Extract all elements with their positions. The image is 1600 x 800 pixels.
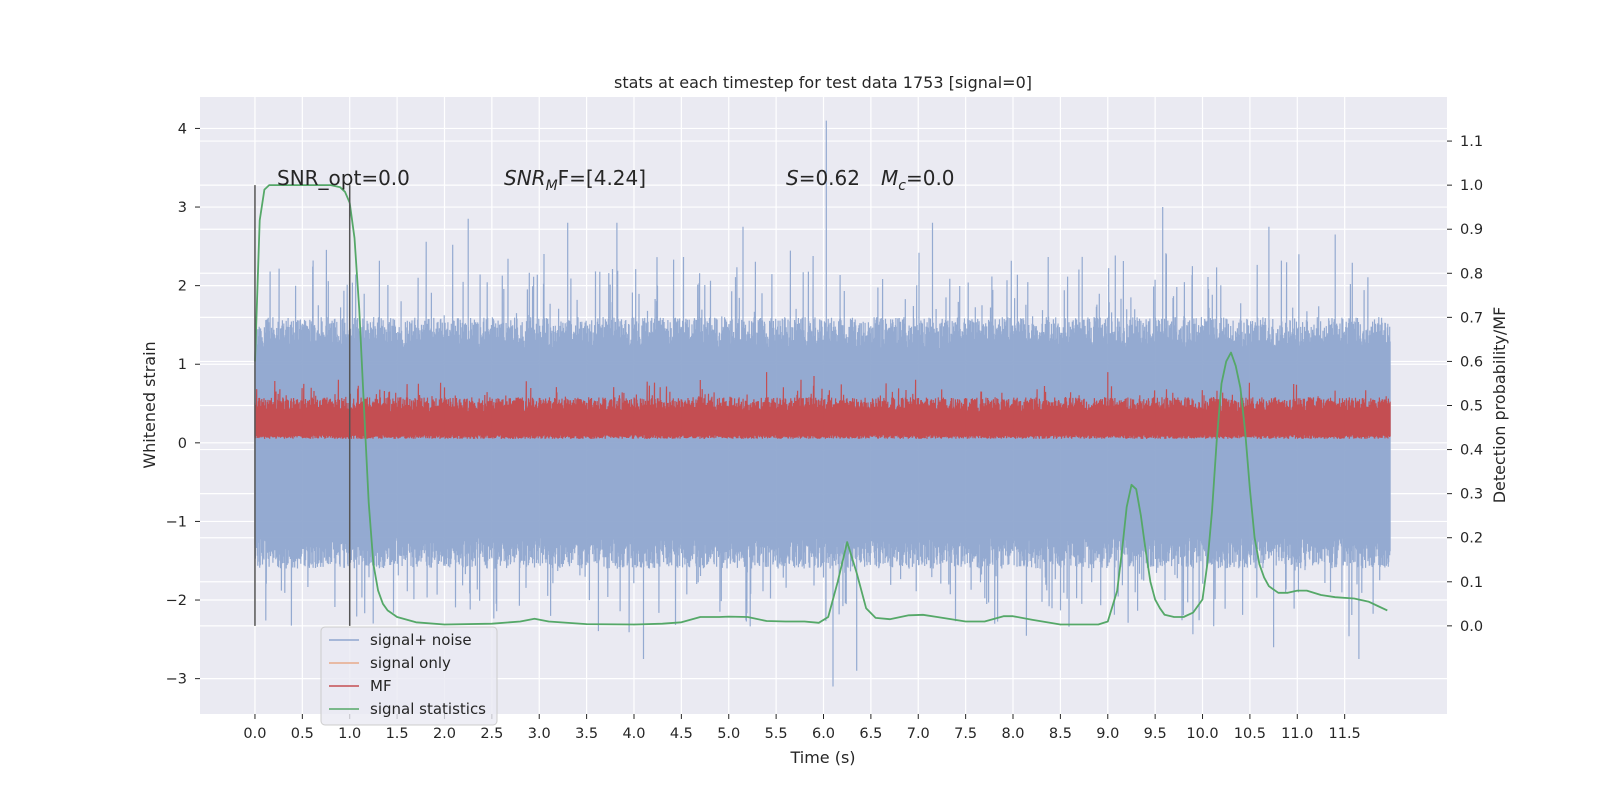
x-tick-label: 4.0: [622, 726, 645, 742]
legend-label-signal-noise: signal+ noise: [370, 631, 472, 649]
x-axis-label: Time (s): [789, 748, 855, 767]
x-tick-label: 0.5: [291, 726, 314, 742]
y-tick-label: 1: [178, 357, 187, 373]
x-tick-label: 5.5: [765, 726, 788, 742]
series-signal-statistics: [254, 184, 1388, 626]
x-tick-label: 10.0: [1186, 726, 1218, 742]
y-tick-label: −1: [166, 514, 187, 530]
legend-label-mf: MF: [370, 677, 392, 695]
y-axis-label: Whitened strain: [140, 341, 159, 468]
y-right-tick-label: 0.7: [1460, 310, 1483, 326]
x-tick-label: 11.0: [1281, 726, 1313, 742]
x-tick-label: 8.5: [1049, 726, 1072, 742]
y-axis-label-right: Detection probability/MF: [1490, 307, 1509, 504]
y-right-tick-label: 1.1: [1460, 134, 1483, 150]
x-tick-label: 9.5: [1144, 726, 1167, 742]
series-signal-noise: [254, 120, 1391, 687]
annotation-snr-opt: SNR_opt=0.0: [277, 166, 410, 190]
chart-title: stats at each timestep for test data 175…: [614, 73, 1032, 92]
annotation-snr-mf: SNRMF=[4.24]: [504, 166, 646, 194]
x-tick-label: 8.0: [1001, 726, 1024, 742]
legend-label-signal-statistics: signal statistics: [370, 700, 486, 718]
annotation-s: S=0.62: [786, 166, 860, 190]
x-tick-label: 2.0: [433, 726, 456, 742]
x-tick-label: 6.0: [812, 726, 835, 742]
y-tick-label: 4: [178, 121, 187, 137]
series-layer: [254, 120, 1391, 687]
y-right-tick-label: 0.0: [1460, 619, 1483, 635]
snr-mf-value: F=[4.24]: [558, 166, 646, 190]
x-tick-label: 11.5: [1329, 726, 1361, 742]
x-tick-label: 6.5: [859, 726, 882, 742]
x-tick-label: 10.5: [1234, 726, 1266, 742]
x-tick-label: 9.0: [1096, 726, 1119, 742]
s-value: =0.62: [799, 166, 860, 190]
y-right-tick-label: 0.1: [1460, 575, 1483, 591]
legend: signal+ noise signal only MF signal stat…: [320, 626, 498, 726]
y-right-tick-label: 0.4: [1460, 443, 1483, 459]
x-tick-label: 2.5: [480, 726, 503, 742]
mc-subscript: c: [898, 178, 906, 194]
y-tick-label: −2: [166, 593, 187, 609]
y-right-tick-label: 0.5: [1460, 399, 1483, 415]
y-right-tick-label: 0.2: [1460, 531, 1483, 547]
legend-box: [320, 626, 498, 726]
x-tick-label: 3.5: [575, 726, 598, 742]
annotation-mc: Mc=0.0: [881, 166, 955, 194]
mc-value: =0.0: [906, 166, 955, 190]
y-tick-label: −3: [166, 672, 187, 688]
snr-mf-symbol: SNR: [504, 166, 546, 190]
y-tick-label: 0: [178, 436, 187, 452]
y-right-tick-label: 0.8: [1460, 266, 1483, 282]
vertical-markers: [254, 185, 351, 626]
x-tick-label: 1.5: [386, 726, 409, 742]
s-symbol: S: [786, 166, 799, 190]
y-right-tick-label: 1.0: [1460, 178, 1483, 194]
y-right-tick-label: 0.6: [1460, 354, 1483, 370]
series-mf: [254, 372, 1391, 439]
x-tick-label: 7.0: [907, 726, 930, 742]
mc-symbol: M: [881, 166, 898, 190]
x-tick-label: 1.0: [338, 726, 361, 742]
x-tick-label: 4.5: [670, 726, 693, 742]
snr-mf-subscript: M: [546, 178, 558, 194]
legend-label-signal-only: signal only: [370, 654, 451, 672]
y-right-tick-label: 0.3: [1460, 487, 1483, 503]
y-tick-label: 2: [178, 279, 187, 295]
x-tick-label: 0.0: [243, 726, 266, 742]
y-right-tick-label: 0.9: [1460, 222, 1483, 238]
y-tick-label: 3: [178, 200, 187, 216]
ticks: 0.0 0.5 1.0 1.5 2.0 2.5 3.0 3.5 4.0 4.5 5.0 5.5 6.0 6…: [166, 121, 1483, 742]
x-tick-label: 5.0: [717, 726, 740, 742]
x-tick-label: 3.0: [528, 726, 551, 742]
x-tick-label: 7.5: [954, 726, 977, 742]
